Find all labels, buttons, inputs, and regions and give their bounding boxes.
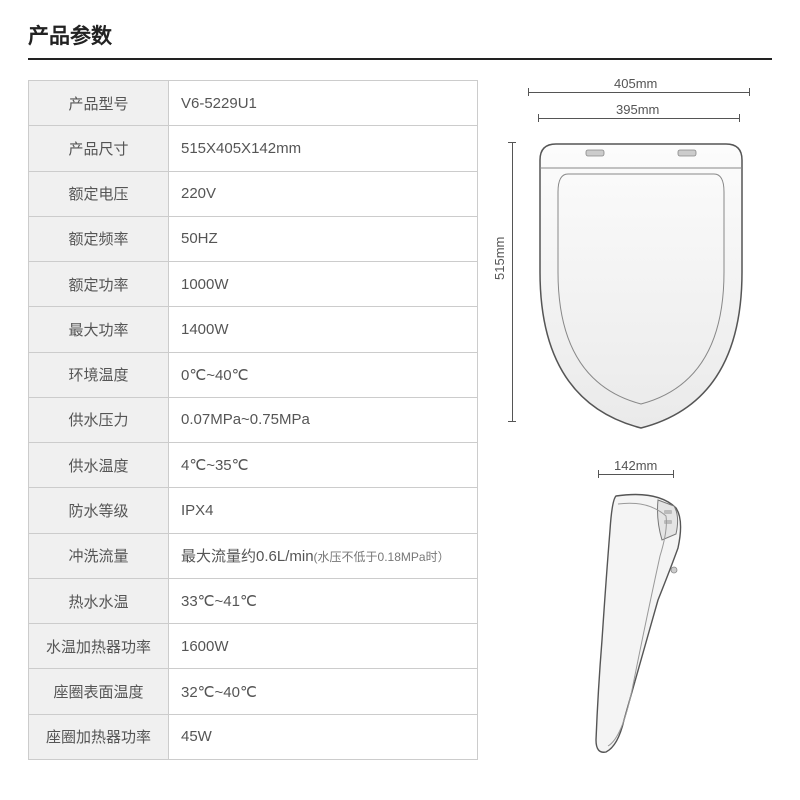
- spec-label: 热水水温: [29, 578, 169, 623]
- page-title: 产品参数: [28, 20, 772, 60]
- spec-value: V6-5229U1: [169, 81, 478, 126]
- dim-label-width-outer: 405mm: [614, 76, 657, 91]
- spec-table: 产品型号V6-5229U1产品尺寸515X405X142mm额定电压220V额定…: [28, 80, 478, 760]
- spec-value: 最大流量约0.6L/min(水压不低于0.18MPa时）: [169, 533, 478, 578]
- diagrams-panel: 405mm 395mm 515mm: [498, 80, 772, 760]
- table-row: 环境温度0℃~40℃: [29, 352, 478, 397]
- spec-value: 45W: [169, 714, 478, 759]
- spec-label: 防水等级: [29, 488, 169, 533]
- spec-label: 供水压力: [29, 397, 169, 442]
- spec-value: 50HZ: [169, 216, 478, 261]
- table-row: 供水温度4℃~35℃: [29, 443, 478, 488]
- spec-label: 环境温度: [29, 352, 169, 397]
- spec-label: 产品尺寸: [29, 126, 169, 171]
- spec-value: 32℃~40℃: [169, 669, 478, 714]
- spec-value: 0.07MPa~0.75MPa: [169, 397, 478, 442]
- spec-value: 515X405X142mm: [169, 126, 478, 171]
- spec-label: 座圈加热器功率: [29, 714, 169, 759]
- spec-label: 冲洗流量: [29, 533, 169, 578]
- table-row: 产品尺寸515X405X142mm: [29, 126, 478, 171]
- diagram-side-view: 142mm: [498, 460, 768, 760]
- spec-value: 4℃~35℃: [169, 443, 478, 488]
- table-row: 额定电压220V: [29, 171, 478, 216]
- spec-value: 220V: [169, 171, 478, 216]
- table-row: 座圈表面温度32℃~40℃: [29, 669, 478, 714]
- table-row: 座圈加热器功率45W: [29, 714, 478, 759]
- seat-top-svg: [536, 142, 746, 432]
- table-row: 最大功率1400W: [29, 307, 478, 352]
- dim-line-width-inner: [538, 118, 740, 119]
- table-row: 冲洗流量最大流量约0.6L/min(水压不低于0.18MPa时）: [29, 533, 478, 578]
- spec-label: 水温加热器功率: [29, 624, 169, 669]
- dim-label-width-inner: 395mm: [616, 102, 659, 117]
- table-row: 供水压力0.07MPa~0.75MPa: [29, 397, 478, 442]
- seat-side-svg: [588, 490, 708, 760]
- spec-value: 1000W: [169, 262, 478, 307]
- dim-label-thickness: 142mm: [614, 458, 657, 473]
- spec-value: IPX4: [169, 488, 478, 533]
- spec-value: 1600W: [169, 624, 478, 669]
- dim-line-width-outer: [528, 92, 750, 93]
- table-row: 水温加热器功率1600W: [29, 624, 478, 669]
- spec-value: 33℃~41℃: [169, 578, 478, 623]
- spec-label: 额定频率: [29, 216, 169, 261]
- table-row: 防水等级IPX4: [29, 488, 478, 533]
- spec-value: 0℃~40℃: [169, 352, 478, 397]
- spec-label: 最大功率: [29, 307, 169, 352]
- spec-label: 额定功率: [29, 262, 169, 307]
- spec-label: 额定电压: [29, 171, 169, 216]
- spec-value-note: (水压不低于0.18MPa时）: [314, 550, 450, 564]
- content-layout: 产品型号V6-5229U1产品尺寸515X405X142mm额定电压220V额定…: [28, 80, 772, 760]
- spec-value: 1400W: [169, 307, 478, 352]
- dim-line-height: [512, 142, 513, 422]
- dim-label-height: 515mm: [492, 237, 507, 280]
- dim-line-thickness: [598, 474, 674, 475]
- spec-label: 产品型号: [29, 81, 169, 126]
- spec-label: 供水温度: [29, 443, 169, 488]
- table-row: 产品型号V6-5229U1: [29, 81, 478, 126]
- table-row: 额定频率50HZ: [29, 216, 478, 261]
- diagram-top-view: 405mm 395mm 515mm: [498, 80, 768, 440]
- table-row: 热水水温33℃~41℃: [29, 578, 478, 623]
- table-row: 额定功率1000W: [29, 262, 478, 307]
- spec-label: 座圈表面温度: [29, 669, 169, 714]
